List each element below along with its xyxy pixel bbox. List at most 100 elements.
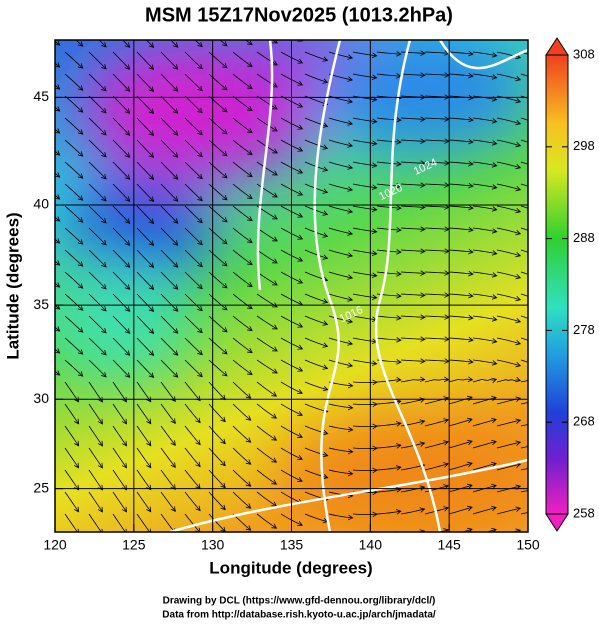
streamline-arrow <box>322 166 329 172</box>
x-tick-label: 135 <box>280 537 304 553</box>
streamline <box>88 315 107 334</box>
streamline <box>496 73 521 81</box>
streamline-arrow <box>297 322 304 328</box>
streamline-arrow <box>101 41 107 48</box>
streamline <box>88 95 107 114</box>
streamline-arrow <box>396 271 402 277</box>
streamline <box>400 139 425 142</box>
streamline <box>352 205 377 211</box>
streamline <box>256 95 278 110</box>
streamline <box>424 73 449 76</box>
streamline-arrow <box>172 328 179 334</box>
streamline-arrow <box>540 420 545 425</box>
streamline-arrow <box>272 148 278 154</box>
streamline <box>496 183 521 191</box>
streamline-arrow <box>73 462 80 469</box>
streamline <box>438 529 449 532</box>
streamline <box>88 491 103 513</box>
streamline <box>89 536 102 556</box>
streamline-arrow <box>515 251 522 258</box>
streamline <box>160 227 179 246</box>
streamline <box>520 271 528 275</box>
streamline-arrow <box>396 139 402 145</box>
streamline-arrow <box>148 108 155 114</box>
streamline <box>208 425 226 444</box>
streamline-arrow <box>77 261 84 267</box>
streamline <box>376 161 401 165</box>
streamline <box>208 359 228 377</box>
streamline-arrow <box>297 146 304 152</box>
streamline-arrow <box>347 470 354 477</box>
streamline <box>232 205 253 221</box>
streamline <box>208 403 226 422</box>
streamline <box>304 205 328 215</box>
streamline <box>136 513 151 532</box>
streamline-arrow <box>195 550 200 555</box>
streamline <box>55 84 60 90</box>
streamline-arrow <box>124 86 131 92</box>
streamline <box>256 337 278 352</box>
streamline-arrow <box>55 128 61 134</box>
streamline <box>232 139 253 155</box>
streamline <box>520 424 528 427</box>
streamline-arrow <box>468 248 474 255</box>
streamlines <box>41 29 545 556</box>
streamline <box>520 380 528 383</box>
streamline-arrow <box>515 339 522 346</box>
streamline <box>55 62 60 68</box>
streamline-arrow <box>468 138 474 145</box>
streamline <box>208 469 226 488</box>
streamline-arrow <box>515 32 520 37</box>
streamline-arrow <box>148 240 155 246</box>
streamline <box>64 183 84 201</box>
streamline <box>208 337 228 355</box>
streamline-arrow <box>396 376 402 383</box>
streamline-arrow <box>396 337 402 343</box>
streamline <box>88 249 107 268</box>
streamline <box>136 447 152 468</box>
streamline <box>520 205 528 209</box>
streamline-arrow <box>97 396 103 403</box>
streamline <box>184 139 203 158</box>
streamline <box>400 73 425 76</box>
streamline-arrow <box>170 440 176 446</box>
streamline-arrow <box>55 238 61 244</box>
streamline-arrow <box>347 340 354 346</box>
streamline-arrow <box>55 282 61 288</box>
streamline-arrow <box>515 163 522 170</box>
streamline <box>112 227 130 246</box>
streamline-arrow <box>246 149 253 156</box>
streamline-arrow <box>396 249 402 255</box>
streamline-arrow <box>467 505 473 512</box>
streamline <box>64 513 78 532</box>
streamline <box>400 205 425 208</box>
streamline-arrow <box>172 86 179 92</box>
streamline <box>88 183 107 202</box>
streamline-arrow <box>444 29 449 34</box>
streamline-arrow <box>272 214 278 220</box>
streamline-arrow <box>124 130 131 136</box>
streamline-arrow <box>491 360 498 366</box>
streamline <box>304 381 328 391</box>
streamline-arrow <box>491 162 498 168</box>
streamline-arrow <box>372 423 378 430</box>
streamline-arrow <box>124 284 131 290</box>
streamline <box>88 403 103 425</box>
streamline-arrow <box>396 227 402 233</box>
streamline-arrow <box>420 358 426 364</box>
streamline <box>329 30 352 36</box>
streamline <box>41 514 55 534</box>
streamline <box>208 183 228 201</box>
streamline-arrow <box>222 85 228 91</box>
streamline <box>496 315 521 323</box>
streamline-arrow <box>245 525 252 531</box>
streamline-arrow <box>101 371 107 378</box>
streamline <box>448 139 473 143</box>
streamline-arrow <box>515 361 522 368</box>
streamline-arrow <box>467 461 473 468</box>
streamline <box>496 379 521 383</box>
streamline <box>98 40 107 48</box>
streamline-arrow <box>77 239 84 245</box>
streamline <box>352 117 377 123</box>
streamline-arrow <box>540 398 545 403</box>
